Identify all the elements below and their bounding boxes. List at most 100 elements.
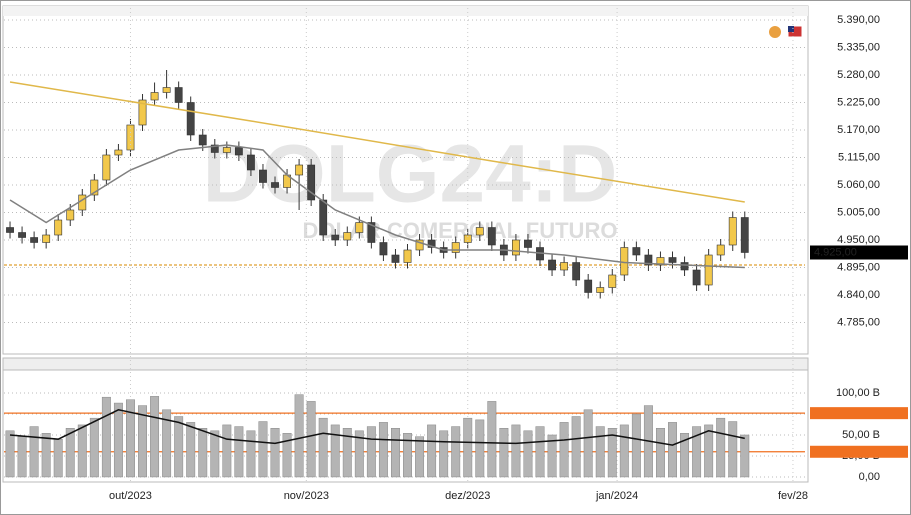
candle-body [198,134,207,146]
volume-bar [41,433,51,478]
reference-marker [810,407,908,420]
volume-bar [511,424,521,478]
volume-bar [391,428,400,478]
volume-bar [415,436,425,478]
candle-body [620,247,629,276]
candle-body [367,222,376,243]
last-price-label: 4.925,00 [814,246,857,258]
candle-body [403,249,412,263]
candle-body [162,87,171,93]
volume-bar [487,401,497,478]
candle-body [6,227,14,233]
y-tick-label: 50,00 B [842,429,880,441]
volume-bar [318,417,328,478]
x-tick-label: dez/2023 [445,490,490,502]
candle-body [66,209,75,221]
watermark: DOLG24:D [203,129,618,220]
volume-bar [77,424,87,478]
volume-bar [523,430,533,478]
volume-bar [186,422,196,478]
volume-bar [126,399,135,478]
volume-bar [294,394,304,478]
currency-icon [769,26,781,38]
volume-bar [378,422,388,478]
volume-bar [716,417,726,478]
candle-body [427,239,436,248]
candle-body [740,217,749,253]
candle-body [512,239,520,256]
volume-bar [728,421,738,478]
candle-body [475,227,484,236]
volume-bar [246,430,256,478]
candle-body [668,257,677,263]
candle-body [210,144,219,153]
y-tick-label: 0,00 [859,471,880,483]
candle-body [596,287,605,293]
candle-body [608,274,617,288]
candle-body [295,164,304,176]
reference-marker [810,445,908,458]
candle-body [114,149,123,156]
candle-body [271,182,279,188]
candle-body [30,237,39,243]
candle-body [692,269,701,286]
volume-bar [89,417,99,478]
volume-tabbar [2,357,809,371]
candle-body [632,247,641,256]
candle-body [343,232,352,241]
volume-bar [619,424,629,478]
volume-bar [29,426,39,478]
y-tick-label: 100,00 B [836,387,880,399]
volume-bar [234,426,244,478]
moving-average [9,408,745,446]
volume-bar [559,422,569,478]
volume-bar [222,424,232,478]
y-tick-label: 5.225,00 [837,96,880,108]
candle-body [186,102,195,136]
volume-bar [607,428,617,478]
volume-bar [270,428,280,478]
volume-bar [306,401,316,478]
volume-bar [330,424,340,478]
volume-bar [65,428,75,478]
candle-body [548,259,556,271]
candle-body [126,124,135,151]
volume-bar [403,433,412,478]
y-tick-label: 5.335,00 [837,41,880,53]
y-tick-label: 4.895,00 [837,261,880,273]
volume-bar [174,416,184,478]
volume-bar [595,426,605,478]
x-tick-label: jan/2024 [595,490,638,502]
volume-bar [704,424,714,478]
volume-bar [258,421,268,478]
candle-body [247,154,255,171]
candle-body [54,219,63,236]
volume-bar [282,433,292,478]
y-tick-label: 5.115,00 [838,151,880,163]
volume-bar [475,419,485,478]
moving-average [9,144,745,269]
candle-body [584,279,593,293]
candle-body [18,232,26,238]
candle-body [704,254,713,286]
volume-bar [366,426,376,478]
flag-canton [788,26,794,32]
volume-bar [740,434,750,478]
y-tick-label: 4.950,00 [837,234,880,246]
candle-body [680,262,689,271]
candle-body [728,217,737,246]
volume-bar [113,402,123,478]
candle-body [150,92,159,101]
volume-bar [583,409,593,478]
volume-bar [692,426,702,478]
volume-bar [210,430,220,478]
candle-body [644,254,653,266]
x-tick-label: fev/28 [778,490,808,502]
candle-body [259,169,267,183]
candle-body [42,234,51,243]
y-tick-label: 5.170,00 [837,124,880,136]
candle-body [415,239,424,251]
top-strip [3,6,808,16]
